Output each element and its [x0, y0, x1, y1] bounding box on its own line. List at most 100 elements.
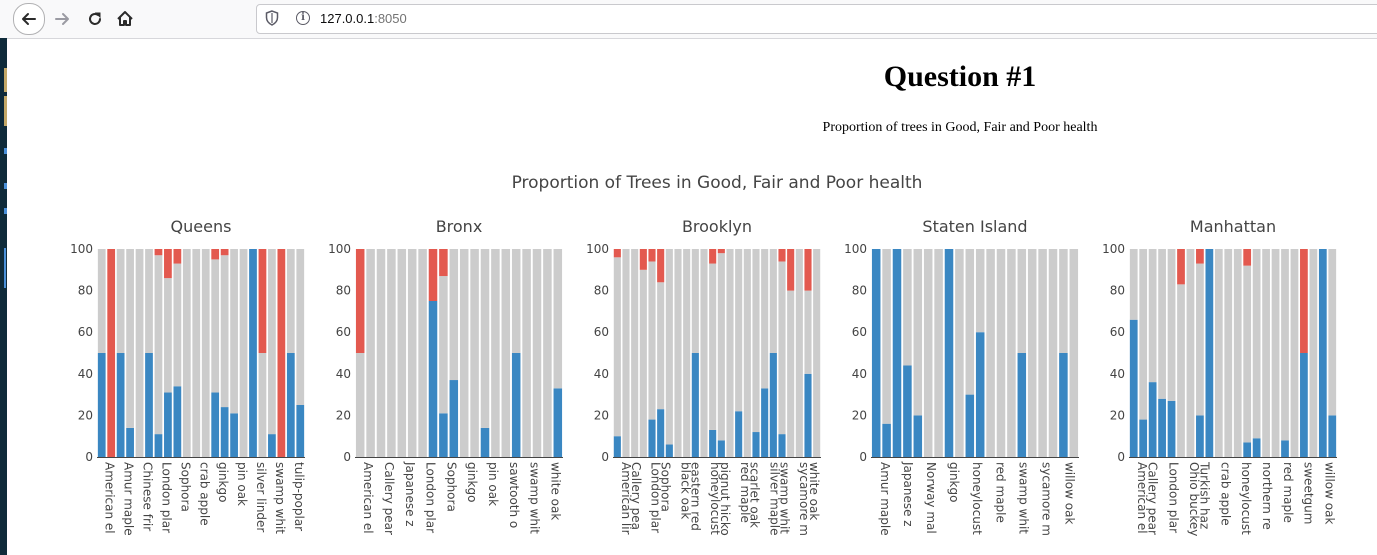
y-tick-label: 80	[78, 284, 93, 298]
bar-fair	[1224, 249, 1233, 457]
bar-fair	[735, 249, 743, 412]
bar-fair	[439, 276, 448, 414]
bar-fair	[709, 263, 717, 430]
shield-icon[interactable]	[265, 10, 279, 26]
x-tick-label: pignut hicko	[718, 462, 732, 536]
panels-group: Queens 0 20 40 60 80 100 American el Amur maple C…	[70, 217, 1337, 536]
strip-marker	[4, 248, 6, 288]
strip-marker	[4, 148, 7, 154]
bar-fair	[955, 249, 964, 457]
x-tick-label: American el	[1135, 462, 1149, 534]
bar-good	[116, 353, 125, 457]
y-tick-label: 40	[852, 367, 867, 381]
bar-fair	[787, 290, 795, 457]
bar-poor	[804, 249, 812, 291]
bar-fair	[778, 261, 786, 435]
bar-fair	[761, 249, 769, 389]
back-button[interactable]	[13, 3, 45, 35]
x-tick-label: tulip-poplar	[292, 462, 306, 531]
panel-manhattan: Manhattan 0 20 40 60 80 100 American elCallery …	[1102, 217, 1337, 536]
bar-good	[1167, 400, 1176, 457]
bar-good	[1318, 249, 1327, 457]
x-tick-label: Callery pear	[1146, 462, 1160, 535]
bar-fair	[173, 263, 182, 387]
bar-fair	[613, 257, 621, 437]
bar-fair	[1167, 249, 1176, 401]
reload-button[interactable]	[80, 4, 110, 34]
x-tick-label: ginkgo	[465, 462, 479, 502]
panel-bronx: Bronx 0 20 40 60 80 100 American el Callery pear…	[328, 217, 563, 535]
bar-good	[97, 353, 106, 457]
bar-fair	[192, 249, 201, 457]
bar-good	[871, 249, 881, 457]
y-tick-label: 0	[1117, 450, 1125, 464]
x-tick-label: red maple	[1281, 462, 1295, 523]
bar-good	[778, 434, 786, 457]
bar-fair	[449, 249, 459, 381]
x-tick-label: crab apple	[197, 462, 211, 526]
bar-good	[717, 440, 725, 457]
y-tick-label: 80	[594, 284, 609, 298]
bar-good	[804, 373, 812, 457]
strip-marker	[4, 68, 7, 92]
bar-fair	[543, 249, 552, 457]
x-tick-label: scarlet oak	[748, 462, 762, 528]
bar-poor	[1196, 249, 1204, 264]
bar-fair	[683, 249, 691, 457]
bar-good	[1281, 440, 1289, 457]
browser-toolbar: i 127.0.0.1:8050	[0, 0, 1377, 39]
info-icon[interactable]: i	[296, 11, 310, 25]
y-tick-label: 20	[594, 408, 609, 422]
x-tick-label: willow oak	[1322, 462, 1336, 524]
x-tick-label: swamp whit	[777, 462, 791, 534]
home-button[interactable]	[110, 4, 140, 34]
forward-button[interactable]	[47, 4, 77, 34]
bar-fair	[522, 249, 531, 457]
x-tick-label: Ohio buckey	[1187, 462, 1201, 536]
panel-title: Staten Island	[922, 217, 1027, 236]
x-tick-label: ginkgo	[216, 462, 230, 502]
bar-fair	[996, 249, 1006, 457]
bar-fair	[1233, 249, 1242, 457]
x-tick-label: white oak	[807, 462, 821, 520]
bar-good	[286, 353, 295, 457]
x-tick-label: sycamore m	[797, 462, 811, 536]
x-tick-label: northern re	[1260, 462, 1274, 530]
x-tick-label: Norway mal	[924, 462, 938, 534]
bar-poor	[778, 249, 786, 262]
url-text[interactable]: 127.0.0.1:8050	[320, 11, 407, 26]
x-tick-label: swamp whit	[1016, 462, 1030, 534]
page-subtitle: Proportion of trees in Good, Fair and Po…	[822, 120, 1098, 135]
forward-arrow-icon	[55, 13, 69, 25]
x-tick-label: red maple	[993, 462, 1007, 523]
bar-good	[1139, 419, 1148, 457]
y-tick-label: 20	[336, 408, 351, 422]
y-tick-label: 40	[594, 367, 609, 381]
bar-fair	[700, 249, 708, 457]
bar-good	[296, 405, 305, 457]
bar-fair	[407, 249, 417, 457]
panel-title: Manhattan	[1190, 217, 1276, 236]
bar-poor	[107, 249, 116, 457]
bar-poor	[1300, 249, 1308, 353]
x-tick-label: pin oak	[486, 462, 500, 506]
y-tick-label: 80	[336, 284, 351, 298]
bar-fair	[387, 249, 396, 457]
bar-fair	[1290, 249, 1299, 457]
page-title: Question #1	[883, 60, 1037, 93]
y-tick-label: 100	[586, 242, 609, 256]
bar-poor	[154, 249, 163, 256]
bar-fair	[201, 249, 210, 457]
bar-fair	[376, 249, 386, 457]
bar-poor	[709, 249, 717, 264]
bar-good	[892, 249, 902, 457]
bar-good	[761, 388, 769, 457]
bar-poor	[613, 249, 621, 258]
url-bar[interactable]: i 127.0.0.1:8050	[256, 4, 1377, 34]
bar-good	[691, 353, 699, 457]
bar-fair	[1252, 249, 1261, 439]
bar-fair	[717, 253, 725, 441]
bar-good	[665, 444, 673, 457]
y-tick-label: 20	[78, 408, 93, 422]
x-tick-label: sweetgum	[1302, 462, 1316, 524]
